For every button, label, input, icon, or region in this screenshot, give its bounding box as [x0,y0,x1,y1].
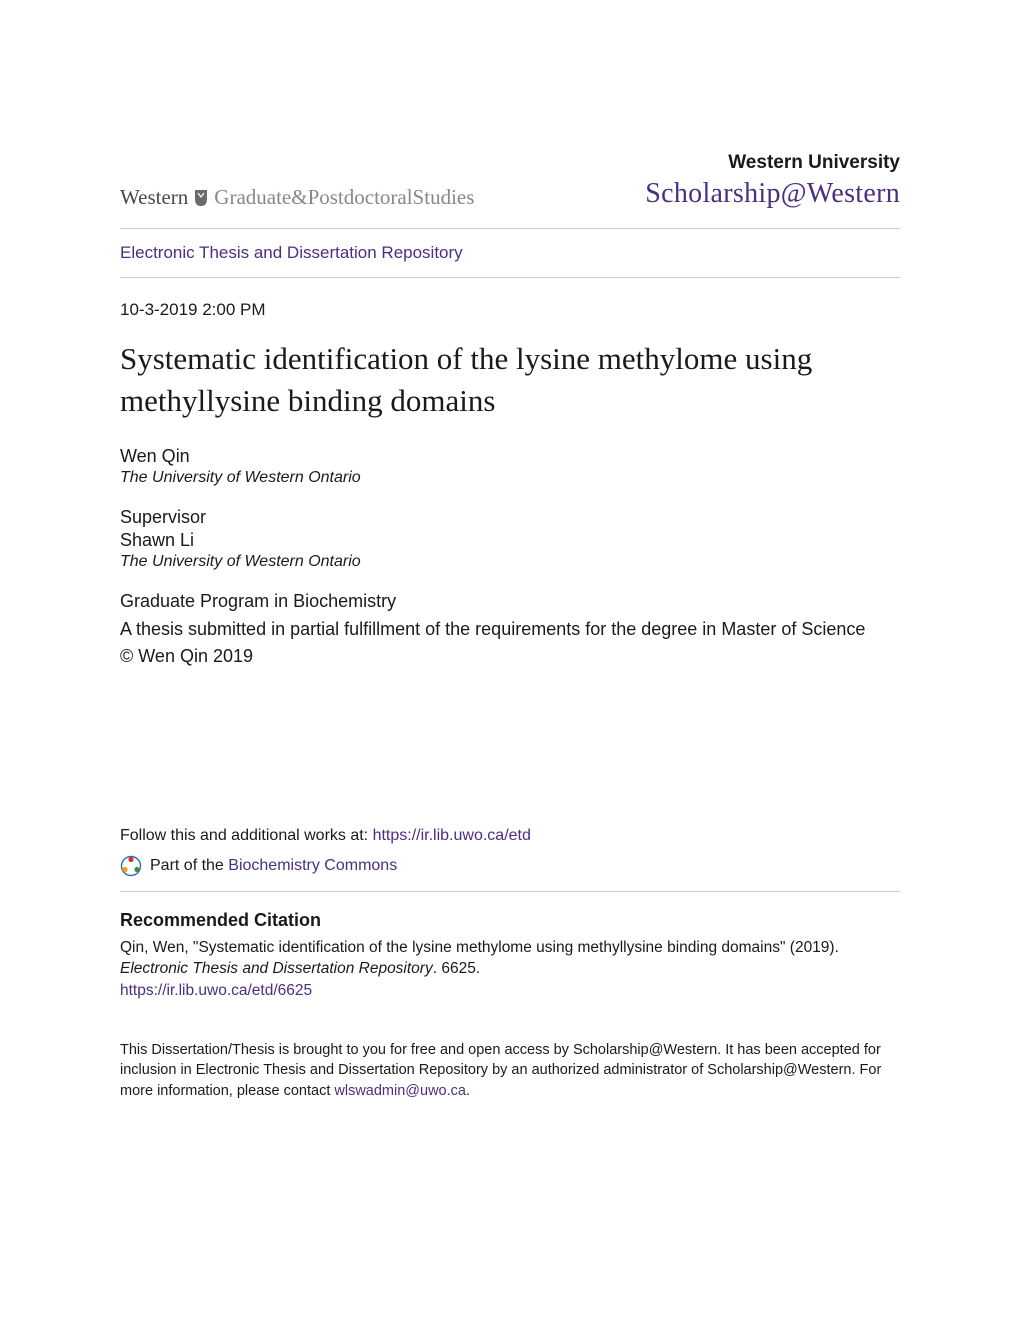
footer-part1: This Dissertation/Thesis is brought to y… [120,1042,881,1099]
follow-line: Follow this and additional works at: htt… [120,827,900,845]
supervisor-label: Supervisor [120,507,900,528]
thesis-title: Systematic identification of the lysine … [120,338,900,422]
citation-italic: Electronic Thesis and Dissertation Repos… [120,960,433,977]
citation-text: Qin, Wen, "Systematic identification of … [120,937,900,980]
citation-part1: Qin, Wen, "Systematic identification of … [120,939,839,956]
university-block: Western University Scholarship@Western [645,152,900,210]
commons-row: Part of the Biochemistry Commons [120,855,900,877]
footer-part2: . [466,1083,470,1099]
citation-part2: . 6625. [433,960,480,977]
recommended-citation-heading: Recommended Citation [120,910,900,931]
commons-text: Part of the Biochemistry Commons [150,857,397,875]
citation-url-link[interactable]: https://ir.lib.uwo.ca/etd/6625 [120,982,900,1000]
degree-statement: A thesis submitted in partial fulfillmen… [120,616,900,642]
copyright-line: © Wen Qin 2019 [120,646,900,667]
network-icon [120,855,142,877]
supervisor-name: Shawn Li [120,530,900,551]
footer-text: This Dissertation/Thesis is brought to y… [120,1040,900,1101]
logo-primary-text: Western [120,185,188,210]
commons-prefix: Part of the [150,857,228,874]
author-name: Wen Qin [120,446,900,467]
divider [120,277,900,278]
crest-icon [194,189,208,207]
divider [120,891,900,892]
institution-logo: Western Graduate&PostdoctoralStudies [120,185,474,210]
logo-secondary-text: Graduate&PostdoctoralStudies [214,185,474,210]
university-name: Western University [645,152,900,174]
supervisor-affiliation: The University of Western Ontario [120,553,900,571]
repository-link[interactable]: Electronic Thesis and Dissertation Repos… [120,229,900,277]
commons-link[interactable]: Biochemistry Commons [228,857,397,874]
scholarship-link[interactable]: Scholarship@Western [645,178,900,210]
follow-prefix: Follow this and additional works at: [120,827,373,844]
footer-email-link[interactable]: wlswadmin@uwo.ca [334,1083,466,1099]
program-line: Graduate Program in Biochemistry [120,591,900,612]
submission-date: 10-3-2019 2:00 PM [120,300,900,320]
spacer [120,667,900,827]
header-row: Western Graduate&PostdoctoralStudies Wes… [120,152,900,210]
follow-url-link[interactable]: https://ir.lib.uwo.ca/etd [373,827,531,844]
author-affiliation: The University of Western Ontario [120,469,900,487]
